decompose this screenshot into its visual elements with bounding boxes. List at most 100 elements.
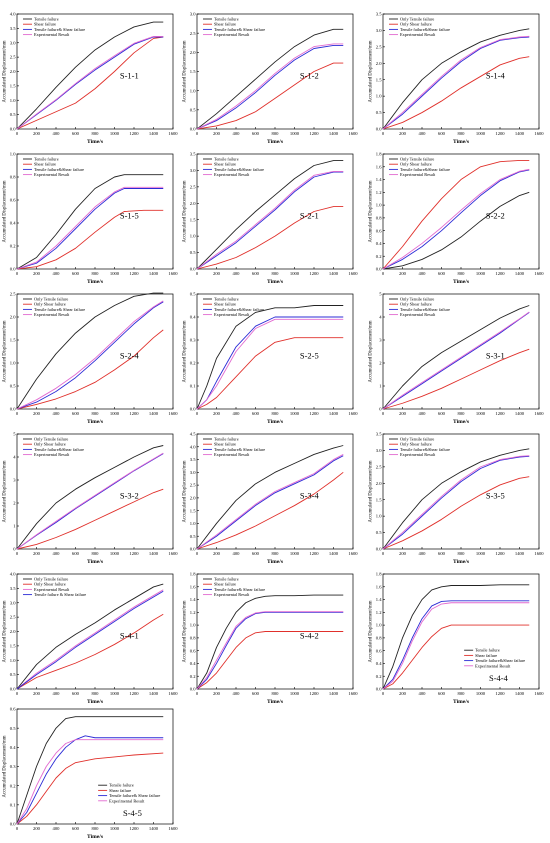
y-tick-label: 4.0	[10, 572, 16, 577]
x-tick-label: 1000	[290, 131, 300, 136]
y-axis-label: Accumulated Displacement/mm	[183, 320, 188, 382]
legend-label: Tensile failure& Shear failure	[34, 27, 85, 32]
x-tick-label: 800	[458, 691, 466, 696]
series-line-1	[196, 28, 344, 130]
y-axis-label: Accumulated Displacement/mm	[3, 180, 8, 242]
series-line-2	[196, 631, 344, 690]
series-line-4	[382, 35, 530, 130]
x-tick-label: 1400	[149, 271, 159, 276]
x-axis-label: Time/s	[267, 419, 284, 425]
x-tick-label: 1000	[476, 691, 486, 696]
x-tick-label: 1200	[309, 411, 319, 416]
legend-label: Tensile failure&Shear failure	[400, 167, 450, 172]
x-tick-label: 200	[399, 131, 407, 136]
y-tick-label: 0.6	[376, 648, 382, 653]
x-tick-label: 800	[272, 691, 280, 696]
legend-label: Tensile failure	[34, 157, 59, 162]
series-line-4	[16, 300, 164, 410]
x-tick-label: 200	[33, 131, 41, 136]
x-tick-label: 800	[272, 271, 280, 276]
y-tick-label: 0.0	[190, 547, 196, 552]
y-tick-label: 1	[379, 384, 382, 389]
series-line-2	[382, 159, 530, 270]
x-tick-label: 1600	[534, 691, 544, 696]
series-line-1	[196, 160, 344, 270]
x-tick-label: 200	[213, 411, 221, 416]
x-tick-label: 600	[252, 691, 260, 696]
y-tick-label: 0.5	[376, 110, 382, 115]
chart-panel-S-2-1: 0 200 400 600 800 1000 1200 1400 1600 0.0 0.5 1.0 1.…	[183, 152, 359, 285]
panel-label: S-2-1	[300, 210, 319, 220]
y-tick-label: 4.5	[190, 432, 196, 437]
series-line-1	[16, 716, 164, 825]
y-tick-label: 1.5	[10, 338, 16, 343]
x-tick-label: 1200	[129, 131, 139, 136]
series-line-3	[16, 453, 164, 550]
panel-label: S-3-4	[300, 490, 320, 500]
series-line-4	[16, 452, 164, 550]
series-line-3	[196, 171, 344, 270]
series-line-2	[382, 348, 530, 410]
x-tick-label: 600	[252, 411, 260, 416]
x-tick-label: 400	[419, 271, 427, 276]
x-tick-label: 1000	[290, 551, 300, 556]
legend-label: Only Tensile failure	[34, 297, 68, 302]
panel-label: S-1-4	[486, 70, 506, 80]
panel-label: S-3-5	[486, 490, 505, 500]
legend-label: Tensile failure& Shear failure	[214, 587, 265, 592]
x-tick-label: 0	[382, 411, 385, 416]
legend-label: Experimental Result	[400, 172, 436, 177]
legend-label: Experimental Result	[400, 312, 436, 317]
y-tick-label: 2	[379, 361, 382, 366]
x-tick-label: 0	[196, 271, 199, 276]
x-tick-label: 1200	[129, 826, 139, 831]
series-line-4	[196, 454, 344, 550]
x-tick-label: 800	[458, 131, 466, 136]
y-tick-label: 3.5	[190, 457, 196, 462]
x-tick-label: 1600	[348, 551, 358, 556]
series-line-4	[196, 611, 344, 690]
legend-label: Tensile failure&Shear failure	[475, 658, 525, 663]
x-tick-label: 200	[399, 551, 407, 556]
y-tick-label: 2.0	[10, 315, 16, 320]
x-tick-label: 400	[53, 691, 61, 696]
y-tick-label: 0.6	[10, 707, 16, 712]
y-tick-label: 1.5	[190, 69, 196, 74]
y-tick-label: 0.1	[10, 802, 16, 807]
x-tick-label: 1200	[129, 551, 139, 556]
y-tick-label: 1.0	[190, 234, 196, 239]
legend-label: Only Shear failure	[400, 22, 432, 27]
y-tick-label: 1.6	[190, 584, 196, 589]
y-tick-label: 0.4	[190, 661, 196, 666]
series-line-4	[382, 602, 530, 690]
x-tick-label: 1400	[515, 691, 525, 696]
series-line-3	[382, 455, 530, 550]
x-tick-label: 0	[382, 691, 385, 696]
y-tick-label: 1.2	[190, 610, 196, 615]
x-axis-label: Time/s	[453, 139, 470, 145]
series-line-1	[382, 191, 530, 270]
y-tick-label: 0.0	[10, 267, 16, 272]
x-tick-label: 1400	[149, 131, 159, 136]
x-tick-label: 1000	[110, 411, 120, 416]
y-tick-label: 2.0	[376, 481, 382, 486]
series-line-3	[382, 600, 530, 690]
series-line-2	[16, 613, 164, 690]
y-axis-label: Accumulated Displacement/mm	[369, 40, 374, 102]
y-tick-label: 1.0	[376, 623, 382, 628]
chart-panel-S-2-5: 0 200 400 600 800 1000 1200 1400 1600 0.0 0.1 0.2 0.…	[183, 292, 359, 425]
series-line-1	[16, 292, 164, 410]
x-axis-label: Time/s	[453, 279, 470, 285]
x-tick-label: 1200	[495, 271, 505, 276]
y-tick-label: 2.5	[376, 464, 382, 469]
series-line-2	[196, 337, 344, 410]
series-line-1	[196, 594, 344, 690]
x-tick-label: 200	[213, 691, 221, 696]
y-axis-label: Accumulated Displacement/mm	[183, 460, 188, 522]
y-tick-label: 0.0	[376, 267, 382, 272]
chart-panel-S-3-5: 0 200 400 600 800 1000 1200 1400 1600 0.0 0.5 1.0 1.…	[369, 432, 545, 565]
chart-panel-S-1-2: 0 200 400 600 800 1000 1200 1400 1600 0.0 0.5 1.0 1.…	[183, 12, 359, 145]
x-tick-label: 1000	[476, 271, 486, 276]
y-tick-label: 1.0	[376, 203, 382, 208]
x-tick-label: 600	[72, 131, 80, 136]
